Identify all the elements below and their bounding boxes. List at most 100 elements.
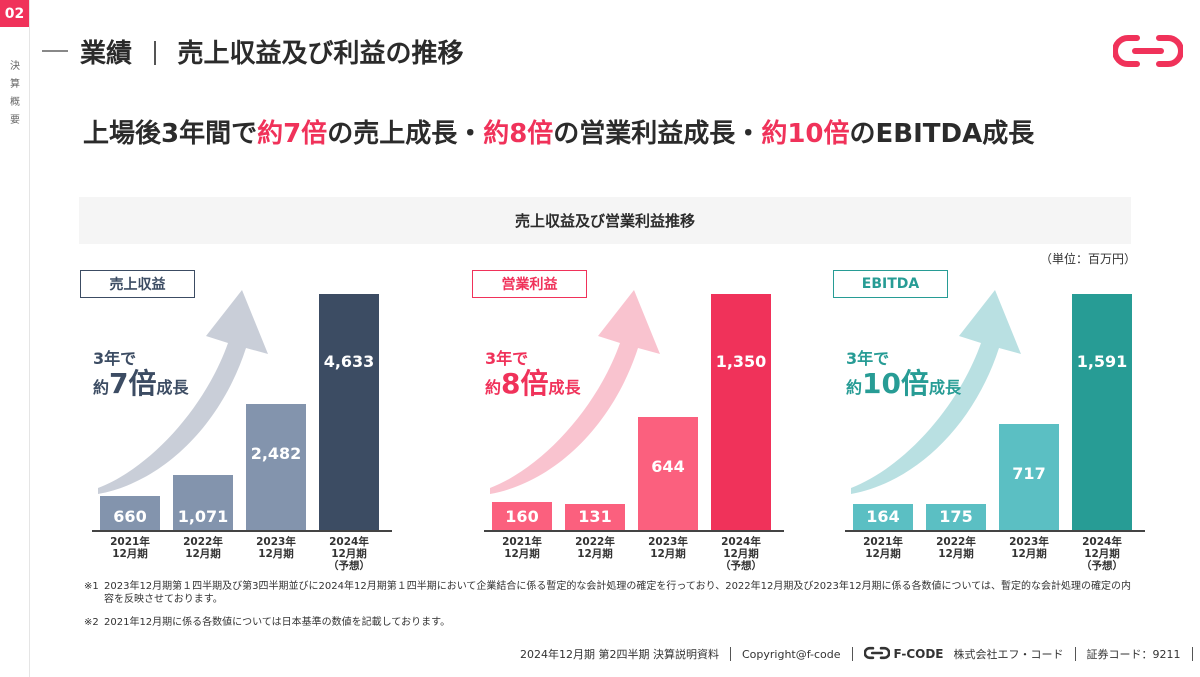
footer-divider (1074, 647, 1076, 661)
x-tick-line: 2024年 (1082, 536, 1122, 548)
growth-prefix: 約 (485, 378, 502, 398)
bar-operating-profit-3: 1,350 (711, 294, 771, 530)
x-tick-line: 12月期 (938, 548, 974, 560)
x-tick-line: 2023年 (648, 536, 688, 548)
x-tick-line: 2021年 (863, 536, 903, 548)
chart-banner: 売上収益及び営業利益推移 (79, 197, 1131, 244)
x-tick-label: 2024年 12月期 （予想） (706, 536, 776, 572)
bar-operating-profit-2: 644 (638, 417, 698, 530)
x-tick-line: 12月期 (865, 548, 901, 560)
x-tick-label: 2022年 12月期 (168, 536, 238, 560)
footer-copyright: Copyright@f-code (741, 647, 841, 661)
x-tick-line: 12月期 (723, 548, 759, 560)
bar-revenue-0: 660 (100, 496, 160, 530)
headline: 上場後3年間で約7倍の売上成長・約8倍の営業利益成長・約10倍のEBITDA成長 (83, 113, 1034, 150)
footnote-mark: ※1 (84, 581, 99, 592)
x-tick-line: 12月期 (577, 548, 613, 560)
x-tick-line: 12月期 (1011, 548, 1047, 560)
chart-panel-ebitda: EBITDA 3年で 約10倍成長 164 2021年 12月期 175 2022年 12月期 7… (833, 268, 1153, 578)
page-title-right: 売上収益及び利益の推移 (177, 39, 464, 69)
x-tick-line: 2021年 (110, 536, 150, 548)
growth-line-1: 3年で (485, 349, 529, 368)
x-tick-line: 2024年 (329, 536, 369, 548)
bar-value-label: 660 (113, 506, 147, 526)
growth-callout: 3年で 約8倍成長 (485, 349, 581, 401)
footer-stock-code: 証券コード：9211 (1086, 648, 1181, 661)
growth-line-1: 3年で (846, 349, 890, 368)
x-tick-line: （予想） (328, 560, 370, 572)
x-tick-label: 2022年 12月期 (921, 536, 991, 560)
bar-value-label: 164 (866, 507, 900, 526)
growth-prefix: 約 (93, 378, 110, 398)
x-tick-label: 2021年 12月期 (487, 536, 557, 560)
x-tick-line: 2022年 (575, 536, 615, 548)
chart-title-operating-profit: 営業利益 (472, 270, 587, 298)
title-dash (42, 50, 68, 52)
bar-revenue-2: 2,482 (246, 403, 306, 530)
fcode-logo-icon (1112, 32, 1184, 74)
x-tick-line: 12月期 (258, 548, 294, 560)
section-number: 02 (0, 0, 29, 27)
footer-logo-icon (863, 646, 890, 663)
bar-ebitda-0: 164 (853, 504, 913, 530)
bar-ebitda-1: 175 (926, 504, 986, 530)
bar-revenue-3: 4,633 (319, 294, 379, 530)
x-tick-label: 2023年 12月期 (994, 536, 1064, 560)
bar-value-label: 2,482 (250, 443, 302, 463)
growth-suffix: 成長 (548, 378, 581, 398)
x-tick-line: 12月期 (504, 548, 540, 560)
x-tick-label: 2023年 12月期 (633, 536, 703, 560)
footnote-2: ※2 2021年12月期に係る各数値については日本基準の数値を記載しております。 (84, 616, 1134, 629)
bar-value-label: 4,633 (323, 352, 375, 371)
page-title-left: 業績 (80, 39, 133, 69)
growth-line-1: 3年で (93, 349, 137, 368)
growth-prefix: 約 (846, 378, 863, 398)
headline-highlight-3: 約10倍 (761, 119, 850, 149)
chart-baseline (92, 530, 392, 532)
footer-divider (1191, 647, 1193, 661)
bar-value-label: 1,350 (715, 352, 767, 371)
chart-baseline (484, 530, 784, 532)
growth-arrow-icon (490, 290, 660, 494)
growth-multiple: 7倍 (109, 367, 157, 401)
x-tick-line: 2024年 (721, 536, 761, 548)
footer: 2024年12月期 第2四半期 決算説明資料 Copyright@f-code … (520, 645, 1200, 663)
bar-value-label: 717 (1012, 463, 1046, 483)
growth-multiple: 10倍 (862, 367, 929, 401)
x-tick-label: 2024年 12月期 （予想） (1067, 536, 1137, 572)
footer-divider (851, 647, 853, 661)
headline-part-4: のEBITDA成長 (849, 119, 1035, 149)
bar-value-label: 175 (939, 507, 973, 526)
bar-value-label: 644 (651, 457, 685, 477)
footer-brand: F-CODE (893, 647, 944, 661)
footer-doc-title: 2024年12月期 第2四半期 決算説明資料 (520, 648, 719, 661)
bar-value-label: 131 (578, 507, 612, 526)
x-tick-label: 2021年 12月期 (95, 536, 165, 560)
growth-callout: 3年で 約7倍成長 (93, 349, 189, 401)
chart-baseline (845, 530, 1145, 532)
growth-arrow-icon (98, 290, 268, 494)
bar-ebitda-2: 717 (999, 423, 1059, 530)
growth-arrow-icon (851, 290, 1021, 494)
x-tick-label: 2024年 12月期 （予想） (314, 536, 384, 572)
x-tick-line: （予想） (1081, 560, 1123, 572)
bar-value-label: 160 (505, 506, 539, 526)
bar-revenue-1: 1,071 (173, 475, 233, 530)
chart-title-ebitda: EBITDA (833, 270, 948, 298)
growth-line-2: 約8倍成長 (485, 368, 581, 400)
x-tick-line: 12月期 (112, 548, 148, 560)
growth-callout: 3年で 約10倍成長 (846, 349, 961, 401)
x-tick-line: 2023年 (256, 536, 296, 548)
headline-highlight-2: 約8倍 (483, 119, 554, 149)
headline-part-2: の売上成長・ (327, 119, 484, 149)
footer-divider (729, 647, 731, 661)
footer-company: 株式会社エフ・コード (953, 648, 1064, 661)
bar-value-label: 1,591 (1076, 352, 1128, 371)
section-rail: 02 決算概要 (0, 0, 30, 677)
growth-line-2: 約7倍成長 (93, 368, 189, 400)
x-tick-line: 12月期 (185, 548, 221, 560)
bar-operating-profit-1: 131 (565, 504, 625, 530)
chart-panel-revenue: 売上収益 3年で 約7倍成長 660 2021年 12月期 1,071 2022年 12月期 2,… (80, 268, 400, 578)
bar-ebitda-3: 1,591 (1072, 294, 1132, 530)
growth-line-2: 約10倍成長 (846, 368, 961, 400)
